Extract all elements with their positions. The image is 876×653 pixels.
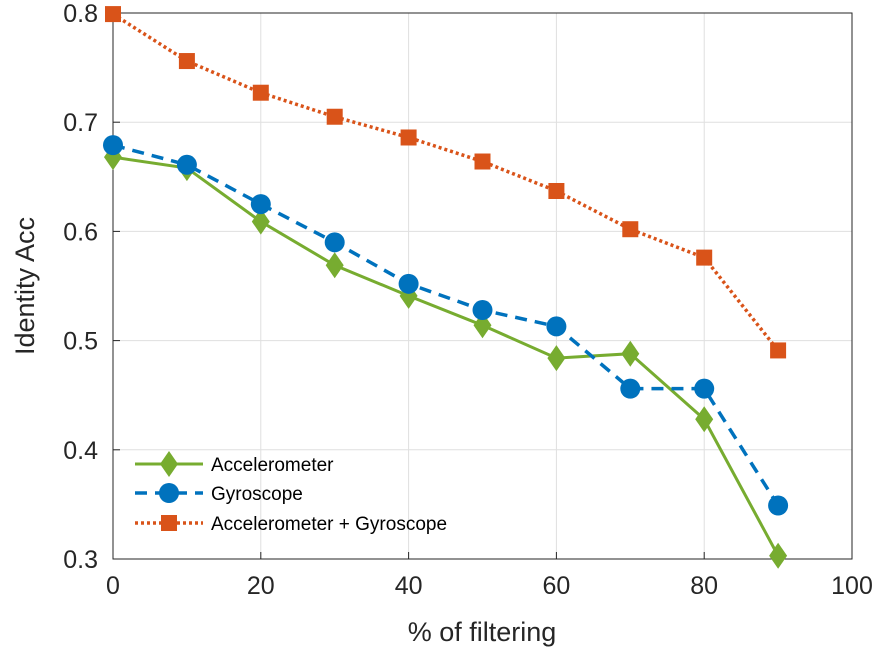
series-diamond [104, 144, 788, 569]
data-point [103, 135, 123, 156]
data-point [548, 182, 565, 199]
y-tick-label: 0.7 [63, 109, 98, 137]
legend-label: Accelerometer + Gyroscope [211, 514, 447, 535]
y-tick-label: 0.8 [63, 0, 98, 28]
data-point [251, 208, 270, 235]
x-tick-label: 20 [247, 572, 275, 600]
y-tick-label: 0.6 [63, 218, 98, 246]
data-point [768, 495, 789, 516]
data-point [324, 232, 345, 253]
y-tick-label: 0.3 [63, 546, 98, 574]
data-point [622, 221, 639, 238]
y-axis-title: Identity Acc [10, 217, 40, 355]
data-point [696, 249, 713, 266]
data-point [400, 129, 417, 146]
legend-marker [160, 451, 178, 477]
x-tick-label: 100 [831, 572, 873, 600]
legend-label: Gyroscope [211, 484, 303, 505]
plot-area-frame [112, 12, 853, 560]
y-tick-label: 0.5 [63, 328, 98, 356]
data-point [398, 273, 419, 294]
x-tick-label: 80 [690, 572, 718, 600]
data-point [695, 406, 714, 433]
data-point [105, 6, 121, 23]
data-point [176, 154, 197, 175]
data-point [326, 108, 343, 125]
x-tick-label: 60 [542, 572, 570, 600]
legend-label: Accelerometer [211, 455, 334, 476]
data-point [252, 84, 269, 101]
legend-marker [161, 515, 177, 531]
data-point [547, 345, 566, 372]
data-point [250, 194, 271, 215]
series-square [105, 6, 787, 359]
y-tick-label: 0.4 [63, 437, 98, 465]
data-point [694, 378, 715, 399]
series-line [112, 155, 780, 557]
x-axis-title: % of filtering [408, 617, 557, 647]
axis-ticks: 0 20 40 60 80 100 0.3 0.4 0.5 0.6 0.7 0.8 [63, 0, 873, 600]
legend: Accelerometer Gyroscope Accelerometer + Gy… [135, 451, 447, 535]
data-point [770, 342, 787, 359]
series-line [112, 143, 780, 507]
series-circle [103, 135, 789, 516]
series-line [112, 12, 780, 352]
data-point [546, 316, 567, 337]
data-point [769, 542, 788, 569]
data-point [620, 378, 641, 399]
series-layer [103, 6, 789, 569]
data-point [472, 300, 493, 321]
x-tick-label: 40 [395, 572, 423, 600]
data-point [621, 340, 640, 367]
data-point [325, 252, 344, 279]
data-point [474, 153, 491, 170]
x-tick-label: 0 [106, 572, 120, 600]
grid-lines [112, 12, 853, 560]
data-point [178, 53, 195, 70]
legend-marker [159, 483, 179, 503]
